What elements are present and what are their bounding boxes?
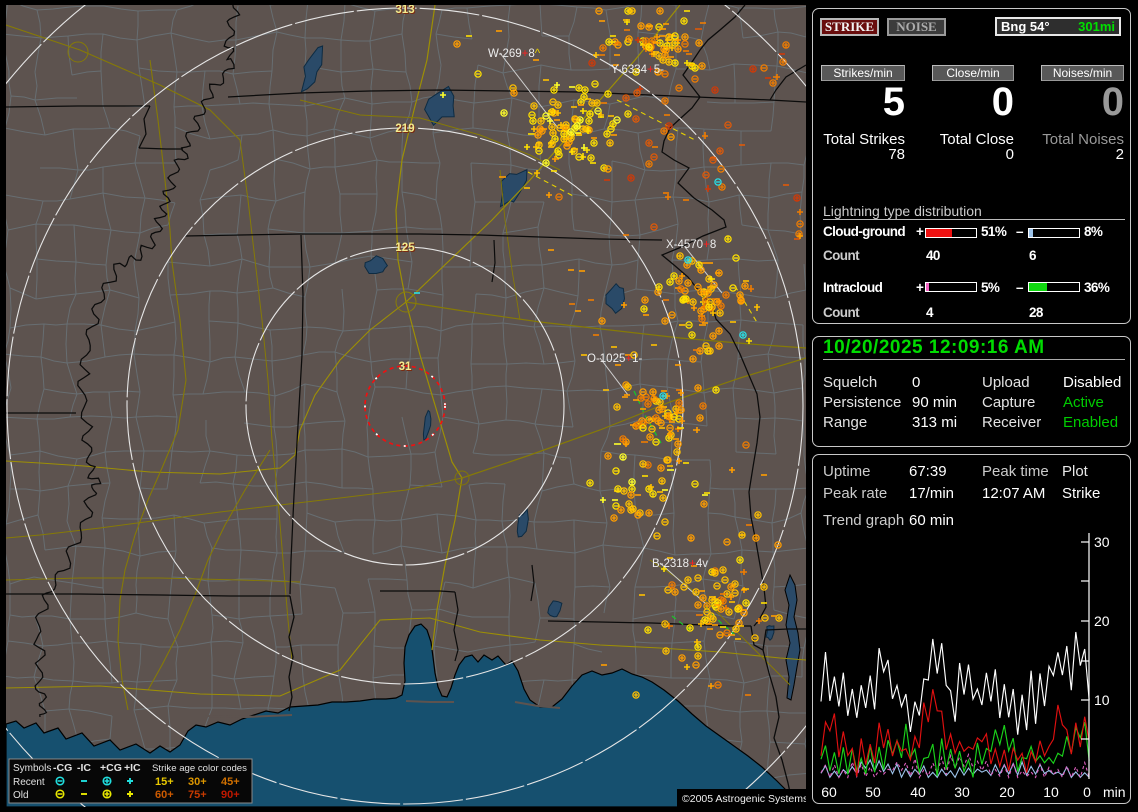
svg-text:20: 20	[999, 784, 1015, 800]
svg-text:30: 30	[1094, 534, 1110, 550]
svg-text:0: 0	[1083, 784, 1091, 800]
svg-text:125: 125	[395, 242, 415, 254]
svg-text:+CG: +CG	[100, 762, 122, 774]
svg-text:15+: 15+	[155, 776, 174, 788]
svg-text:31: 31	[399, 361, 412, 373]
svg-text:60+: 60+	[155, 789, 174, 801]
svg-text:10: 10	[1043, 784, 1059, 800]
svg-text:+IC: +IC	[124, 762, 141, 774]
svg-text:313: 313	[395, 5, 414, 16]
svg-text:219: 219	[396, 124, 415, 136]
svg-text:X-4570+8: X-4570+8	[666, 239, 716, 251]
svg-text:219: 219	[395, 123, 414, 135]
svg-text:40: 40	[910, 784, 926, 800]
svg-text:Strike age color codes: Strike age color codes	[152, 763, 247, 774]
svg-text:60: 60	[821, 784, 837, 800]
svg-text:min: min	[1103, 784, 1126, 800]
svg-text:-CG: -CG	[53, 762, 72, 774]
svg-text:Y-6334+5-: Y-6334+5-	[611, 64, 664, 76]
svg-text:W-269+8^: W-269+8^	[488, 48, 541, 60]
svg-text:20: 20	[1094, 613, 1110, 629]
svg-text:Recent: Recent	[13, 777, 45, 788]
svg-text:10: 10	[1094, 692, 1110, 708]
svg-text:30+: 30+	[188, 776, 207, 788]
svg-text:90+: 90+	[221, 789, 240, 801]
svg-text:50: 50	[865, 784, 881, 800]
svg-text:-IC: -IC	[77, 762, 91, 774]
svg-text:31: 31	[400, 362, 413, 374]
svg-text:75+: 75+	[188, 789, 207, 801]
svg-text:30: 30	[954, 784, 970, 800]
svg-text:©2005 Astrogenic Systems: ©2005 Astrogenic Systems	[682, 793, 806, 805]
svg-text:125: 125	[396, 243, 416, 255]
svg-text:B-2318+4v: B-2318+4v	[652, 558, 708, 570]
svg-text:O-1025+1-: O-1025+1-	[587, 353, 642, 365]
svg-text:45+: 45+	[221, 776, 240, 788]
svg-text:313: 313	[396, 5, 415, 17]
svg-text:Old: Old	[13, 790, 29, 801]
svg-text:Symbols: Symbols	[13, 763, 51, 774]
